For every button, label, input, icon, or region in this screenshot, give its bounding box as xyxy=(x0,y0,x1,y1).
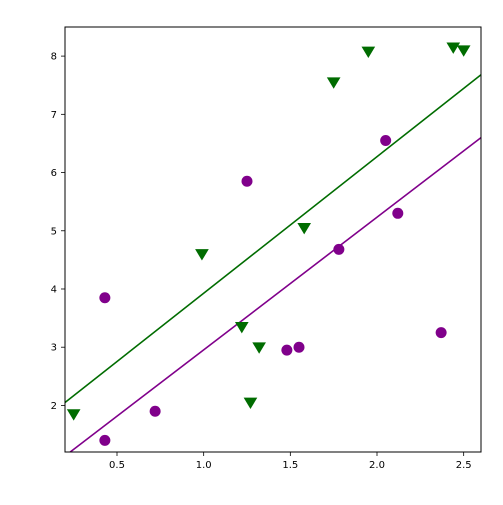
scatter-chart: 0.5 1.0 1.5 2.0 2.5 2 3 4 5 6 7 8 xyxy=(0,0,503,505)
xtick-label: 2.0 xyxy=(369,460,385,471)
ytick-label: 7 xyxy=(51,110,57,121)
xtick-label: 0.5 xyxy=(109,460,125,471)
point-circles xyxy=(150,406,161,417)
ytick-label: 5 xyxy=(51,226,57,237)
ytick-label: 2 xyxy=(51,401,57,412)
xtick-label: 2.5 xyxy=(456,460,472,471)
ytick-label: 3 xyxy=(51,343,57,354)
point-circles xyxy=(294,342,305,353)
point-circles xyxy=(436,327,447,338)
point-circles xyxy=(99,292,110,303)
point-circles xyxy=(99,435,110,446)
xtick-label: 1.0 xyxy=(196,460,212,471)
ytick-label: 6 xyxy=(51,168,57,179)
xtick-label: 1.5 xyxy=(282,460,298,471)
ytick-label: 8 xyxy=(51,52,57,63)
chart-container: 0.5 1.0 1.5 2.0 2.5 2 3 4 5 6 7 8 xyxy=(0,0,503,505)
point-circles xyxy=(392,208,403,219)
point-circles xyxy=(333,244,344,255)
ytick-label: 4 xyxy=(51,284,57,295)
point-circles xyxy=(242,176,253,187)
point-circles xyxy=(281,345,292,356)
point-circles xyxy=(380,135,391,146)
